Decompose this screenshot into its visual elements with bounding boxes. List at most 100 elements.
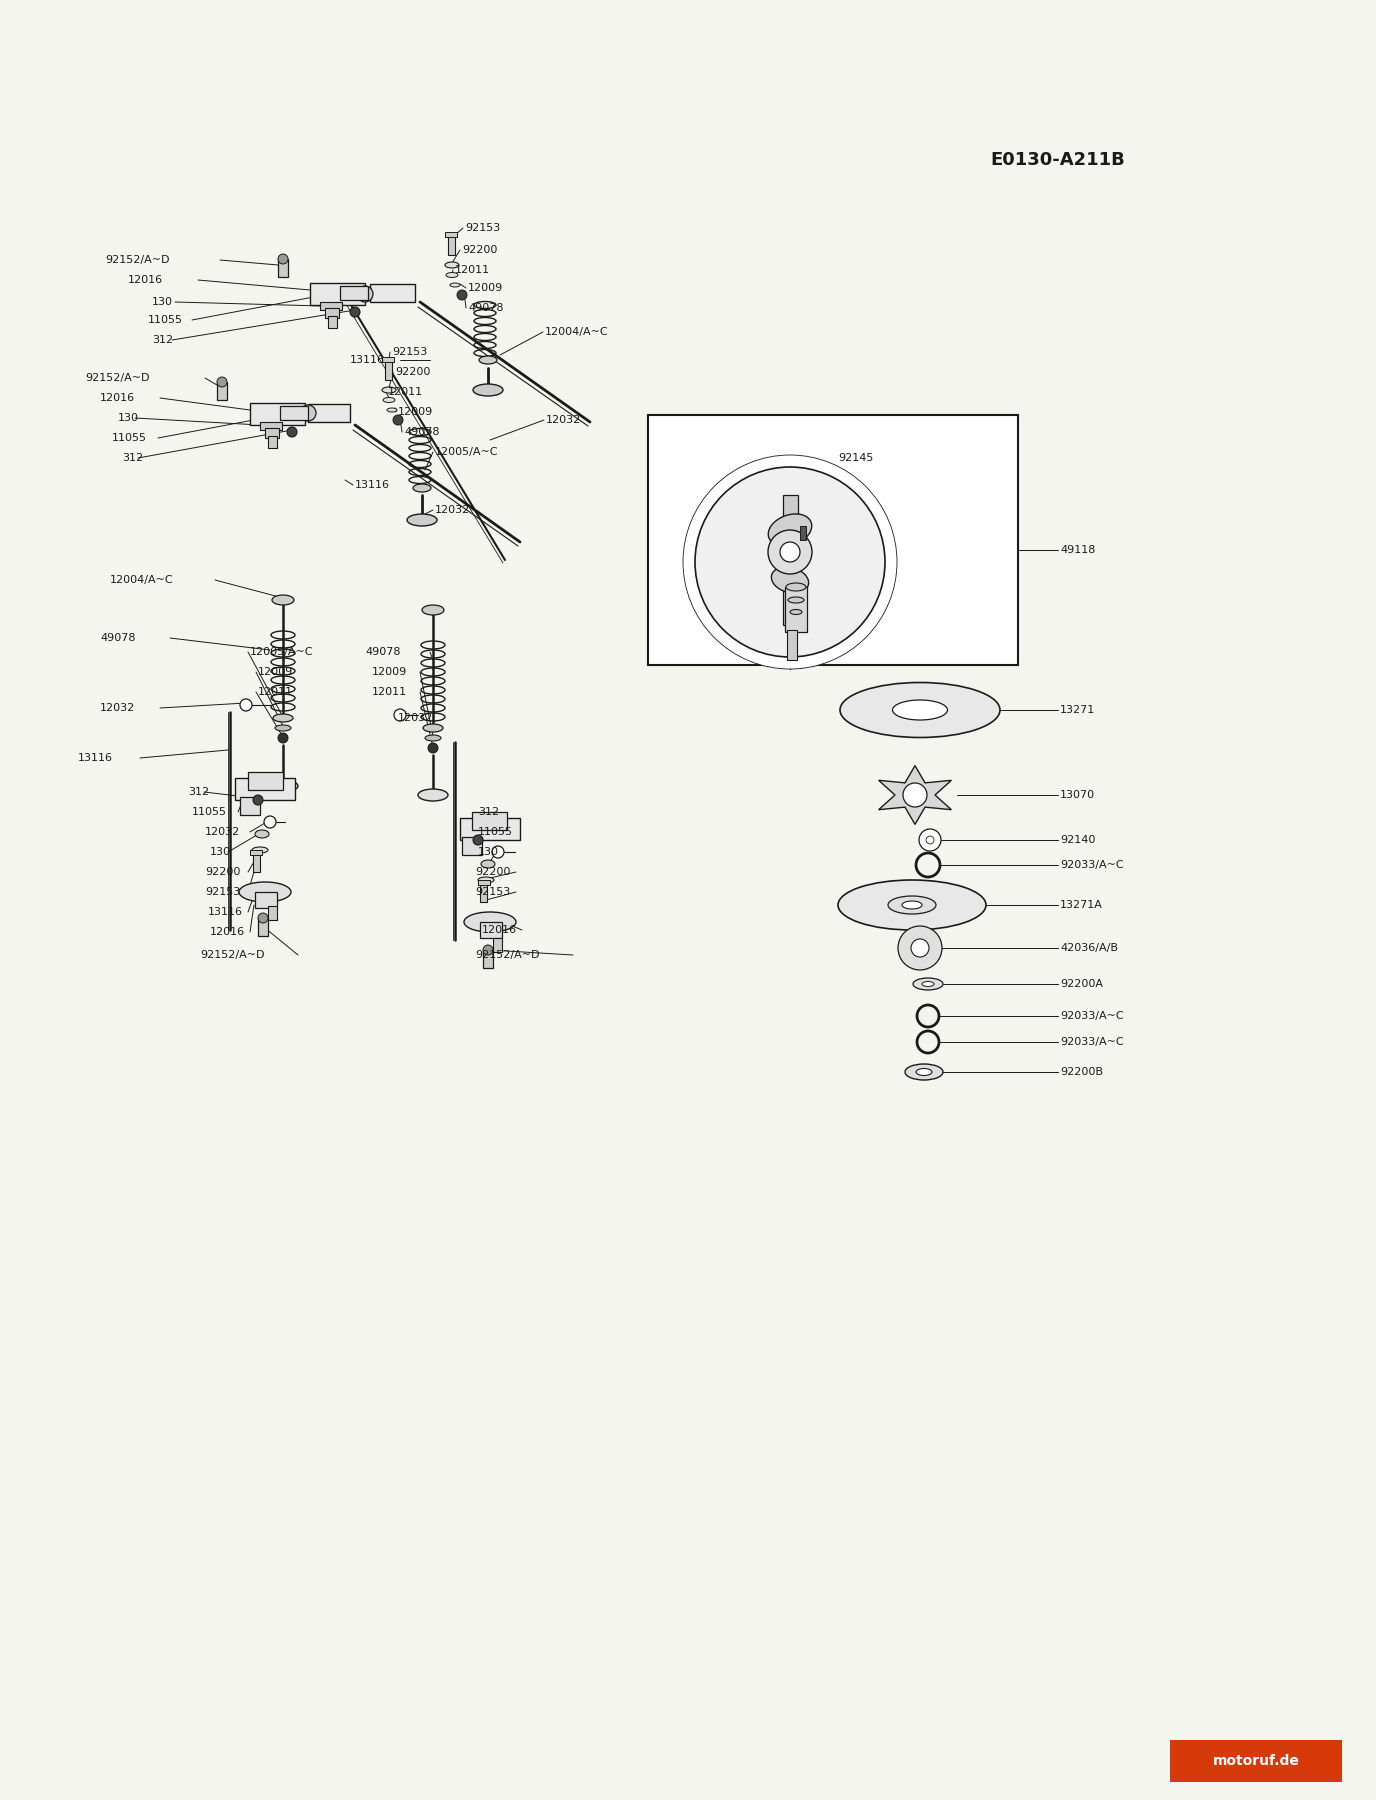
- Text: 11055: 11055: [193, 806, 227, 817]
- Text: 92200: 92200: [395, 367, 431, 376]
- Ellipse shape: [450, 283, 460, 286]
- Ellipse shape: [838, 880, 987, 931]
- Text: 92152/A~D: 92152/A~D: [475, 950, 539, 959]
- Polygon shape: [879, 765, 951, 824]
- Ellipse shape: [914, 977, 943, 990]
- Text: 13271: 13271: [1060, 706, 1095, 715]
- Ellipse shape: [418, 788, 449, 801]
- Bar: [268, 905, 277, 920]
- Bar: [477, 880, 490, 886]
- Circle shape: [780, 542, 799, 562]
- Bar: [444, 232, 457, 238]
- Circle shape: [288, 427, 297, 437]
- Text: 12016: 12016: [211, 927, 245, 938]
- Circle shape: [473, 835, 483, 844]
- Text: 92200: 92200: [475, 868, 510, 877]
- Text: 42036/A/B: 42036/A/B: [1060, 943, 1117, 952]
- Bar: [648, 416, 1018, 664]
- Circle shape: [394, 709, 406, 722]
- Text: 49118: 49118: [1060, 545, 1095, 554]
- Circle shape: [682, 455, 897, 670]
- Bar: [259, 918, 268, 936]
- Text: 12032: 12032: [398, 713, 433, 724]
- Circle shape: [356, 286, 373, 302]
- Text: 312: 312: [122, 454, 143, 463]
- Circle shape: [899, 925, 943, 970]
- Text: 12004/A~C: 12004/A~C: [545, 328, 608, 337]
- Text: 130: 130: [118, 412, 139, 423]
- Bar: [385, 360, 392, 380]
- Text: 12009: 12009: [259, 668, 293, 677]
- Circle shape: [926, 835, 934, 844]
- Text: 12011: 12011: [388, 387, 424, 398]
- Bar: [784, 587, 806, 632]
- Text: 312: 312: [189, 787, 209, 797]
- Text: 92153: 92153: [465, 223, 501, 232]
- Text: 92140: 92140: [1060, 835, 1095, 844]
- Text: 92200A: 92200A: [1060, 979, 1104, 988]
- Circle shape: [259, 913, 268, 923]
- FancyBboxPatch shape: [1170, 1741, 1342, 1782]
- Text: 92152/A~D: 92152/A~D: [105, 256, 169, 265]
- Bar: [460, 817, 520, 841]
- Bar: [250, 850, 261, 855]
- Bar: [787, 630, 797, 661]
- Text: 92033/A~C: 92033/A~C: [1060, 860, 1124, 869]
- Text: 92152/A~D: 92152/A~D: [200, 950, 264, 959]
- Bar: [325, 308, 338, 319]
- Bar: [327, 317, 337, 328]
- Bar: [480, 884, 487, 902]
- Circle shape: [483, 945, 493, 956]
- Circle shape: [911, 940, 929, 958]
- Circle shape: [300, 405, 316, 421]
- Text: 12016: 12016: [482, 925, 517, 934]
- Text: 130: 130: [477, 848, 499, 857]
- Bar: [279, 407, 308, 419]
- Ellipse shape: [768, 515, 812, 545]
- Circle shape: [264, 815, 277, 828]
- Bar: [449, 236, 455, 256]
- Text: 92200B: 92200B: [1060, 1067, 1104, 1076]
- Circle shape: [768, 529, 812, 574]
- Text: 12009: 12009: [398, 407, 433, 418]
- Ellipse shape: [839, 682, 1000, 738]
- Text: 12011: 12011: [259, 688, 293, 697]
- Text: 12032: 12032: [205, 826, 241, 837]
- Ellipse shape: [482, 860, 495, 868]
- Circle shape: [493, 846, 504, 859]
- Text: 12009: 12009: [468, 283, 504, 293]
- Text: 13271A: 13271A: [1060, 900, 1104, 911]
- Text: 49078: 49078: [365, 646, 400, 657]
- Ellipse shape: [275, 725, 290, 731]
- Bar: [493, 938, 502, 952]
- Ellipse shape: [272, 596, 294, 605]
- Bar: [783, 495, 798, 625]
- Text: 12016: 12016: [100, 392, 135, 403]
- Text: 12016: 12016: [128, 275, 164, 284]
- Text: 12009: 12009: [372, 668, 407, 677]
- Text: 13116: 13116: [78, 752, 113, 763]
- Circle shape: [278, 254, 288, 265]
- Circle shape: [695, 466, 885, 657]
- Text: 92152/A~D: 92152/A~D: [85, 373, 150, 383]
- Text: 12011: 12011: [455, 265, 490, 275]
- Ellipse shape: [905, 1064, 943, 1080]
- Circle shape: [919, 830, 941, 851]
- Bar: [255, 893, 277, 907]
- Text: 92033/A~C: 92033/A~C: [1060, 1037, 1124, 1048]
- Text: 130: 130: [211, 848, 231, 857]
- Text: 13070: 13070: [1060, 790, 1095, 799]
- Ellipse shape: [772, 567, 809, 592]
- Circle shape: [278, 733, 288, 743]
- Text: 12005/A~C: 12005/A~C: [250, 646, 314, 657]
- Ellipse shape: [922, 981, 934, 986]
- Ellipse shape: [407, 515, 438, 526]
- Ellipse shape: [425, 734, 440, 742]
- Ellipse shape: [446, 272, 458, 277]
- Text: motoruf.de: motoruf.de: [1212, 1753, 1299, 1768]
- Ellipse shape: [477, 877, 494, 884]
- Bar: [260, 421, 282, 430]
- Bar: [253, 853, 260, 871]
- Circle shape: [239, 698, 252, 711]
- Ellipse shape: [893, 700, 948, 720]
